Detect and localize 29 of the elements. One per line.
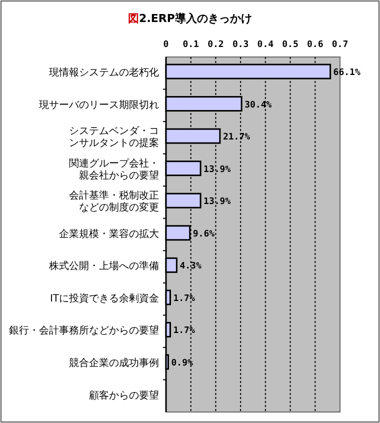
y-tick-label: 競合企業の成功事例 xyxy=(69,356,159,369)
data-label: 4.3% xyxy=(180,262,202,272)
data-label: 30.4% xyxy=(244,100,272,110)
y-tick-label: 会計基準・税制改正などの制度の変更 xyxy=(69,190,159,214)
data-label: 1.7% xyxy=(173,326,196,336)
data-label: 9.6% xyxy=(192,229,216,240)
data-label: 13.9% xyxy=(204,197,232,208)
data-label: 0.9% xyxy=(171,358,194,368)
x-tick-label: 0.2 xyxy=(208,40,224,50)
y-tick-label: 顧客からの要望 xyxy=(89,389,159,402)
x-tick-label: 0.4 xyxy=(257,40,274,50)
x-tick-label: 0.6 xyxy=(307,40,324,50)
y-tick-label: システムベンダ・コンサルタントの提案 xyxy=(69,125,159,150)
data-label: 13.9% xyxy=(204,164,232,175)
x-tick-label: 0.5 xyxy=(282,40,298,50)
y-tick-label: 株式公開・上場への準備 xyxy=(48,260,159,272)
x-tick-label: 0 xyxy=(163,40,169,50)
y-tick-label: 現サーバのリース期限切れ xyxy=(39,98,159,111)
y-tick-label: 企業規模・業容の拡大 xyxy=(59,228,159,240)
y-tick-label: 銀行・会計事務所などからの要望 xyxy=(9,324,159,337)
x-tick-label: 0.1 xyxy=(182,40,199,50)
x-tick-label: 0.3 xyxy=(232,40,249,50)
chart-title: 図2.ERP導入のきっかけ xyxy=(128,12,252,25)
y-tick-label: ITに投資できる余剰資金 xyxy=(50,292,159,304)
data-label: 1.7% xyxy=(173,294,196,304)
y-tick-label: 関連グループ会社・親会社からの要望 xyxy=(69,157,159,182)
y-tick-label: 現情報システムの老朽化 xyxy=(49,66,159,79)
data-label: 21.7% xyxy=(222,132,251,143)
x-tick-label: 0.7 xyxy=(332,40,348,50)
